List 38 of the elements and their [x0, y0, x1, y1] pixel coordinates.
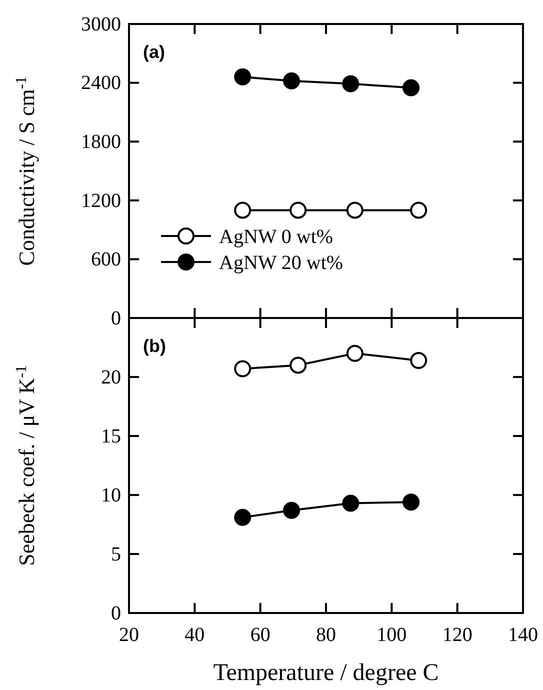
point — [346, 344, 364, 362]
x-tick-label: 100 — [376, 624, 407, 646]
y-tick-label: 1800 — [81, 131, 121, 153]
point — [342, 75, 360, 92]
x-tick-label: 60 — [250, 624, 270, 646]
x-tick-label: 120 — [442, 624, 472, 646]
y-tick-label: 15 — [101, 425, 121, 448]
legend-label: AgNW 20 wt% — [219, 252, 344, 274]
y-tick-label: 1200 — [81, 190, 121, 212]
y-tick-label: 5 — [111, 543, 121, 566]
y-tick-label: 600 — [91, 248, 121, 271]
y-tick-label: 0 — [111, 307, 121, 330]
point — [402, 79, 420, 96]
annotation: (b) — [143, 336, 166, 356]
point — [346, 202, 364, 219]
point — [402, 494, 420, 511]
annotation: (a) — [143, 42, 166, 62]
x-axis-title: Temperature / degree C — [213, 660, 439, 686]
point — [234, 68, 252, 86]
point — [234, 202, 252, 219]
y-tick-label: 2400 — [81, 72, 121, 94]
point — [410, 202, 428, 219]
point — [283, 72, 300, 90]
point — [283, 502, 300, 519]
y-tick-label: 0 — [111, 602, 121, 624]
point — [290, 356, 307, 374]
point — [234, 360, 252, 378]
x-tick-label: 40 — [184, 624, 205, 646]
point — [342, 494, 360, 512]
y-tick-label: 20 — [101, 366, 121, 388]
point — [410, 352, 428, 369]
legend-label: AgNW 0 wt% — [219, 226, 334, 248]
x-tick-label: 80 — [316, 624, 336, 646]
point — [234, 508, 252, 526]
point — [290, 202, 307, 219]
y-tick-label: 3000 — [81, 13, 121, 36]
x-tick-label: 140 — [508, 624, 538, 646]
y-tick-label: 10 — [101, 484, 121, 506]
